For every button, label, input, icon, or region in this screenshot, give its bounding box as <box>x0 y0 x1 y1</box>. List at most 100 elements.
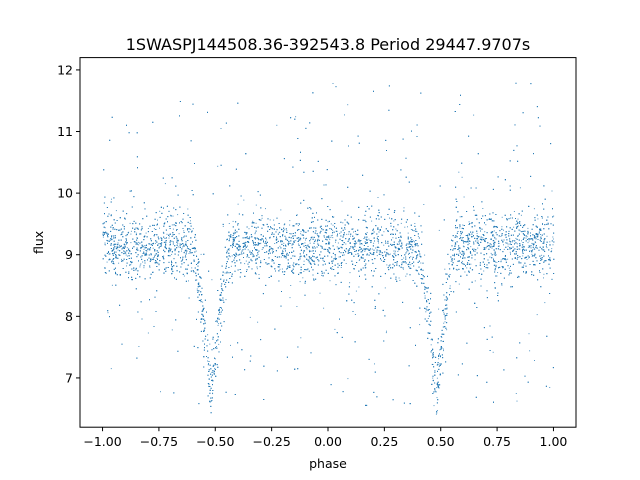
scatter-point <box>172 215 174 217</box>
scatter-point <box>355 253 357 255</box>
scatter-point <box>230 265 232 267</box>
scatter-point <box>286 230 288 232</box>
scatter-point <box>171 240 173 242</box>
scatter-point <box>406 251 408 253</box>
scatter-point <box>507 258 509 260</box>
scatter-point <box>114 244 115 246</box>
scatter-point <box>447 279 449 280</box>
scatter-point <box>298 223 300 225</box>
scatter-point <box>335 230 337 232</box>
scatter-point <box>541 254 543 256</box>
scatter-point <box>509 251 511 253</box>
scatter-point <box>304 256 306 258</box>
scatter-point <box>151 243 153 244</box>
scatter-point <box>302 277 304 279</box>
scatter-point <box>228 223 230 224</box>
scatter-point <box>419 324 421 326</box>
scatter-point <box>410 264 412 266</box>
scatter-point <box>436 397 438 399</box>
scatter-point <box>296 214 298 216</box>
scatter-point <box>112 244 114 246</box>
scatter-point <box>233 254 234 256</box>
scatter-point <box>519 248 521 250</box>
scatter-point <box>138 346 140 347</box>
scatter-point <box>379 251 381 253</box>
scatter-point <box>274 243 276 244</box>
scatter-point <box>171 253 173 255</box>
scatter-point <box>149 266 151 268</box>
scatter-point <box>332 224 334 226</box>
scatter-point <box>405 275 407 277</box>
scatter-point <box>333 216 335 218</box>
scatter-point <box>319 292 321 294</box>
scatter-point <box>443 350 444 352</box>
scatter-point <box>527 227 529 229</box>
scatter-point <box>543 277 544 279</box>
scatter-point <box>431 355 433 357</box>
scatter-point <box>551 190 553 192</box>
scatter-point <box>398 277 400 279</box>
scatter-point <box>458 283 460 285</box>
scatter-point <box>216 346 217 347</box>
scatter-point <box>147 332 149 334</box>
scatter-point <box>335 241 336 243</box>
scatter-point <box>139 264 141 266</box>
scatter-point <box>137 241 139 243</box>
scatter-point <box>435 413 437 415</box>
scatter-point <box>244 263 246 265</box>
scatter-point <box>509 248 511 250</box>
scatter-point <box>349 282 351 284</box>
scatter-point <box>544 302 546 304</box>
scatter-point <box>551 248 553 250</box>
scatter-point <box>257 254 259 255</box>
scatter-point <box>300 337 302 339</box>
scatter-point <box>496 261 498 263</box>
scatter-point <box>532 243 534 245</box>
scatter-point <box>531 255 533 257</box>
scatter-point <box>522 255 524 257</box>
scatter-point <box>386 330 387 332</box>
scatter-point <box>162 231 164 233</box>
scatter-point <box>389 217 390 219</box>
scatter-point <box>254 244 256 245</box>
scatter-point <box>441 347 443 349</box>
scatter-point <box>418 250 419 252</box>
scatter-point <box>234 231 236 233</box>
scatter-point <box>438 358 440 360</box>
scatter-point <box>247 249 249 251</box>
scatter-point <box>516 243 518 245</box>
scatter-point <box>257 321 259 323</box>
scatter-point <box>400 222 402 224</box>
scatter-point <box>384 287 386 289</box>
scatter-point <box>528 333 530 335</box>
scatter-point <box>329 280 331 282</box>
scatter-point <box>449 285 451 287</box>
scatter-point <box>184 235 185 237</box>
scatter-point <box>446 277 448 279</box>
scatter-point <box>222 225 224 227</box>
scatter-point <box>438 308 440 310</box>
scatter-point <box>216 320 218 321</box>
scatter-point <box>358 286 360 288</box>
scatter-point <box>416 231 418 233</box>
scatter-point <box>153 259 155 261</box>
scatter-point <box>217 324 219 326</box>
scatter-point <box>321 274 323 276</box>
scatter-point <box>545 246 547 247</box>
scatter-point <box>139 266 141 268</box>
scatter-point <box>177 242 179 244</box>
scatter-point <box>190 220 191 222</box>
scatter-point <box>433 405 435 407</box>
scatter-point <box>347 378 349 380</box>
scatter-point <box>108 253 110 255</box>
scatter-point <box>371 248 373 250</box>
scatter-point <box>468 221 470 223</box>
scatter-point <box>190 222 192 224</box>
scatter-point <box>301 234 303 236</box>
scatter-point <box>443 348 444 350</box>
scatter-point <box>527 242 529 244</box>
scatter-point <box>128 249 129 251</box>
scatter-point <box>436 387 438 389</box>
scatter-point <box>188 253 190 254</box>
chart-title: 1SWASPJ144508.36-392543.8 Period 29447.9… <box>126 35 531 54</box>
